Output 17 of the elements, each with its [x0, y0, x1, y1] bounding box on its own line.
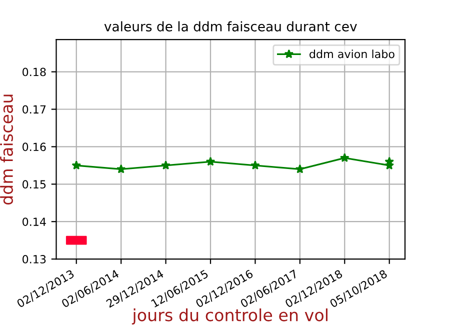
y-tick-label: 0.18 — [22, 68, 46, 76]
point — [340, 153, 350, 162]
y-tick-label: 0.16 — [22, 142, 46, 152]
point — [295, 164, 305, 174]
legend-label: ddm avion labo — [310, 50, 394, 58]
y-axis-title: ddm faisceau — [0, 94, 14, 205]
point — [206, 156, 216, 166]
chart-title: valeurs de la ddm faisceau durant cev — [104, 21, 357, 32]
point — [72, 160, 82, 170]
y-tick-label: 0.13 — [22, 255, 46, 264]
x-axis-title: jours du controle en vol — [132, 308, 328, 325]
point — [161, 160, 170, 170]
point — [250, 160, 260, 170]
y-tick-label: 0.17 — [22, 105, 46, 114]
y-tick-label: 0.15 — [22, 180, 46, 189]
point — [116, 164, 126, 174]
y-tick-label: 0.14 — [22, 218, 46, 226]
